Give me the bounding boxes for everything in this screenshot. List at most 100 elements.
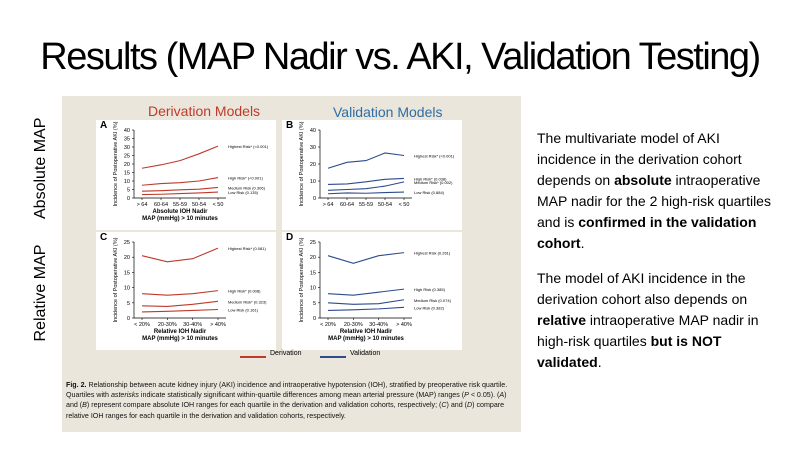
body-run: intraoperative MAP nadir for the 2 high-… xyxy=(537,172,771,230)
x-tick-label: 30-40% xyxy=(369,322,388,328)
x-tick-label: > 40% xyxy=(210,322,226,328)
body-paragraph: The multivariate model of AKI incidence … xyxy=(537,128,782,254)
y-tick-label: 40 xyxy=(310,128,316,134)
series-line xyxy=(141,145,219,169)
y-tick-label: 10 xyxy=(310,286,316,292)
series-label: Low Risk (0.382) xyxy=(414,305,445,310)
series-line xyxy=(327,306,405,311)
slide-title: Results (MAP Nadir vs. AKI, Validation T… xyxy=(40,36,761,78)
x-tick-label: 50-54 xyxy=(378,202,392,208)
y-tick-label: 35 xyxy=(124,137,130,143)
panel-letter: C xyxy=(100,232,107,243)
series-label: Low Risk (0.135) xyxy=(228,190,259,195)
series-line xyxy=(141,191,219,196)
x-tick-label: 55-59 xyxy=(173,202,187,208)
y-tick-label: 10 xyxy=(310,179,316,185)
x-tick-label: < 50 xyxy=(399,202,410,208)
row-label-relative: Relative MAP xyxy=(32,244,49,342)
header-validation: Validation Models xyxy=(333,104,443,120)
series-label: Medium Risk (0.074) xyxy=(414,298,452,303)
caption-part: < 0.05). ( xyxy=(468,391,500,400)
y-axis-label: Incidence of Postoperative AKI (%) xyxy=(299,121,305,206)
y-axis-label: Incidence of Postoperative AKI (%) xyxy=(299,237,305,322)
x-axis-sublabel: MAP (mmHg) > 10 minutes xyxy=(142,216,218,222)
caption-part: D xyxy=(467,401,473,410)
series-label: Low Risk (0.161) xyxy=(228,307,259,312)
caption-part: Fig. 2. xyxy=(66,381,87,389)
chart-legend: Derivation Validation xyxy=(240,350,520,364)
y-tick-label: 10 xyxy=(124,179,130,185)
series-line xyxy=(141,290,219,296)
series-line xyxy=(327,299,405,305)
figure-caption: Fig. 2. Relationship between acute kidne… xyxy=(66,380,518,421)
series-line xyxy=(141,300,219,307)
body-run: The model of AKI incidence in the deriva… xyxy=(537,270,748,307)
caption-part: indicate statistically significant withi… xyxy=(138,391,465,400)
y-tick-label: 20 xyxy=(310,162,316,168)
chart-panel-d: D 0 5 10 15 20 25 < 20% 20-30% 30-40% > 40% Inciden… xyxy=(282,232,462,350)
series-label: Highest Risk* (0.081) xyxy=(228,246,266,251)
series-label: High Risk* (<0.001) xyxy=(228,176,263,181)
caption-part: ) and ( xyxy=(66,391,507,410)
y-axis-label: Incidence of Postoperative AKI (%) xyxy=(113,121,119,206)
caption-part: ) and ( xyxy=(446,401,468,410)
x-tick-label: 20-30% xyxy=(344,322,363,328)
body-bold-run: absolute xyxy=(614,172,672,188)
y-tick-label: 30 xyxy=(310,145,316,151)
legend-swatch-validation xyxy=(320,356,346,358)
x-tick-label: < 20% xyxy=(320,322,336,328)
slide-body-text: The multivariate model of AKI incidence … xyxy=(537,128,782,387)
x-tick-label: > 40% xyxy=(396,322,412,328)
y-tick-label: 0 xyxy=(313,196,316,202)
y-tick-label: 25 xyxy=(124,240,130,246)
panel-letter: D xyxy=(286,232,293,243)
caption-part: Relationship between acute kidney injury… xyxy=(66,381,508,400)
caption-part: ) compare relative IOH ranges for each q… xyxy=(66,401,505,420)
caption-part: C xyxy=(441,401,447,410)
series-label: High Risk* (0.008) xyxy=(228,289,261,294)
x-axis-label: Absolute IOH Nadir xyxy=(152,209,208,215)
series-label: Medium Risk (0.306) xyxy=(228,185,266,190)
caption-part: ) represent compare absolute IOH ranges … xyxy=(86,401,442,410)
y-tick-label: 0 xyxy=(127,316,130,322)
y-tick-label: 20 xyxy=(124,255,130,261)
y-tick-label: 15 xyxy=(124,270,130,276)
body-bold-run: but is NOT validated xyxy=(537,333,722,370)
body-bold-run: confirmed in the validation cohort xyxy=(537,214,757,251)
chart-c: C 0 5 10 15 20 25 < 20% 20-30% 30-40% > 40% Inciden… xyxy=(100,232,267,342)
series-label: Highest Risk* (<0.001) xyxy=(414,154,455,159)
y-tick-label: 5 xyxy=(127,301,130,307)
series-label: Highest Risk (0.261) xyxy=(414,251,451,256)
chart-panel-b: B 0 10 20 30 40 > 64 60-64 55-59 50-54 < 50 Inciden… xyxy=(282,120,462,230)
body-run: The multivariate model of AKI incidence … xyxy=(537,130,742,188)
series-label: High Risk (0.385) xyxy=(414,287,446,292)
y-tick-label: 5 xyxy=(313,301,316,307)
y-tick-label: 25 xyxy=(124,154,130,160)
chart-a: A 0 5 10 15 20 25 30 35 40 > 64 60-64 55-59 50-54 < 50… xyxy=(100,120,269,222)
caption-part: A xyxy=(499,391,505,400)
caption-part: asterisks xyxy=(110,391,139,400)
y-tick-label: 25 xyxy=(310,240,316,246)
legend-swatch-derivation xyxy=(240,356,266,358)
x-axis-sublabel: MAP (mmHg) > 10 minutes xyxy=(142,336,218,342)
panel-letter: B xyxy=(286,120,293,131)
series-line xyxy=(327,252,405,264)
x-tick-label: > 64 xyxy=(137,202,148,208)
x-axis-label: Relative IOH Nadir xyxy=(154,329,207,335)
x-tick-label: > 64 xyxy=(323,202,334,208)
body-run: intraoperative MAP nadir in high-risk qu… xyxy=(537,312,759,349)
y-axis-label: Incidence of Postoperative AKI (%) xyxy=(113,237,119,322)
body-paragraph: The model of AKI incidence in the deriva… xyxy=(537,268,782,373)
caption-part: B xyxy=(82,401,87,410)
series-line xyxy=(327,288,405,296)
series-line xyxy=(141,308,219,313)
chart-d: D 0 5 10 15 20 25 < 20% 20-30% 30-40% > 40% Inciden… xyxy=(286,232,452,342)
y-tick-label: 5 xyxy=(127,188,130,194)
series-label: High Risk* (0.038) xyxy=(414,176,447,181)
series-line xyxy=(141,247,219,263)
header-derivation: Derivation Models xyxy=(148,103,261,119)
body-run: . xyxy=(597,354,602,370)
x-tick-label: 60-64 xyxy=(154,202,168,208)
series-line xyxy=(141,186,219,192)
x-tick-label: < 50 xyxy=(213,202,224,208)
